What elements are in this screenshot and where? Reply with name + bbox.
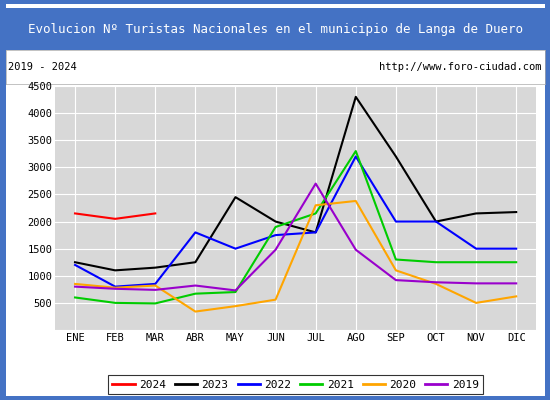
Legend: 2024, 2023, 2022, 2021, 2020, 2019: 2024, 2023, 2022, 2021, 2020, 2019	[108, 375, 483, 394]
Text: 2019 - 2024: 2019 - 2024	[8, 62, 77, 72]
Text: http://www.foro-ciudad.com: http://www.foro-ciudad.com	[379, 62, 542, 72]
Text: Evolucion Nº Turistas Nacionales en el municipio de Langa de Duero: Evolucion Nº Turistas Nacionales en el m…	[28, 22, 522, 36]
